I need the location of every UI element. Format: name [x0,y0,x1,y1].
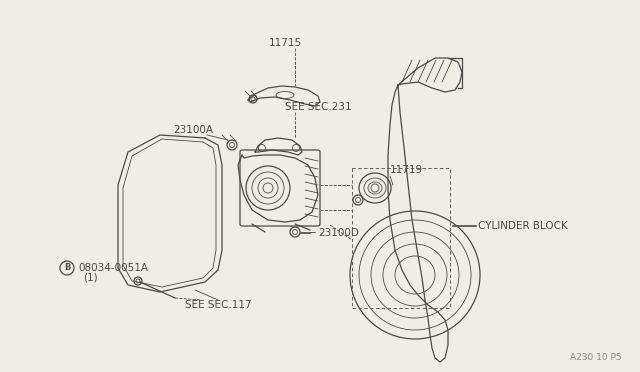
Text: 23100A: 23100A [173,125,213,135]
Text: SEE SEC.117: SEE SEC.117 [185,300,252,310]
Text: 08034-0051A: 08034-0051A [78,263,148,273]
Text: CYLINDER BLOCK: CYLINDER BLOCK [478,221,568,231]
Text: 11715: 11715 [268,38,301,48]
Text: B: B [64,263,70,273]
Text: SEE SEC.231: SEE SEC.231 [285,102,351,112]
Text: 23100D: 23100D [318,228,359,238]
Text: 11719: 11719 [390,165,423,175]
Text: A230 10 P5: A230 10 P5 [570,353,622,362]
Text: (1): (1) [83,273,98,283]
